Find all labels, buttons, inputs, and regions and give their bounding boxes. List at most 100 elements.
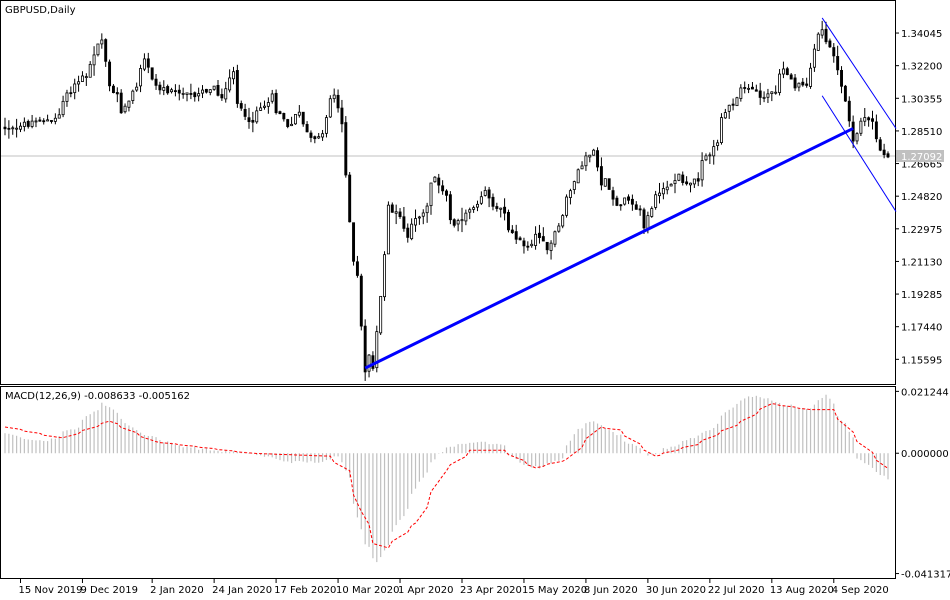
candle: [843, 84, 847, 102]
candle: [809, 62, 813, 89]
candle: [3, 117, 7, 136]
drawn-lines: [364, 17, 897, 370]
candle: [716, 139, 720, 151]
candle: [212, 85, 216, 91]
candle: [743, 81, 747, 94]
candle: [305, 121, 309, 133]
candle: [328, 95, 332, 118]
candle: [801, 78, 805, 87]
candle: [11, 125, 15, 135]
candle: [34, 117, 38, 128]
candle: [19, 122, 22, 133]
candle: [739, 84, 743, 102]
channel-upper-line[interactable]: [821, 17, 897, 129]
candle: [479, 191, 483, 205]
candle: [189, 83, 193, 100]
candle: [572, 180, 576, 195]
candle: [576, 168, 580, 184]
chart-title: GBPUSD,Daily: [5, 5, 76, 16]
candle: [220, 88, 224, 101]
candle: [812, 43, 816, 72]
candle: [727, 104, 731, 119]
candle: [464, 209, 468, 226]
candle: [375, 325, 379, 373]
candle: [259, 102, 263, 111]
price-tick-label: 1.15595: [901, 355, 942, 366]
candle: [65, 89, 69, 107]
candle: [654, 190, 658, 210]
candle: [177, 84, 181, 101]
candle: [321, 129, 325, 141]
candle: [510, 225, 514, 234]
time-tick-label: 15 Nov 2019: [18, 585, 82, 596]
candle: [61, 95, 65, 118]
candle: [526, 241, 530, 251]
candle: [778, 69, 782, 96]
candle: [816, 32, 820, 51]
candle: [522, 237, 526, 254]
candle: [878, 136, 882, 152]
candle: [352, 222, 356, 266]
macd-signal: [4, 403, 889, 549]
candle: [394, 204, 398, 225]
candle: [193, 91, 197, 102]
candle: [774, 85, 778, 95]
candle: [441, 180, 445, 195]
candle: [832, 43, 836, 63]
candle: [410, 218, 414, 241]
candle: [499, 207, 503, 218]
candle: [324, 114, 328, 138]
candle: [553, 230, 557, 248]
price-tick-label: 1.22975: [901, 225, 942, 236]
candle: [658, 182, 661, 204]
time-tick-label: 10 Mar 2020: [336, 585, 399, 596]
candle: [592, 148, 596, 156]
candle: [398, 208, 402, 219]
candle: [627, 194, 630, 205]
candle: [445, 189, 448, 202]
time-tick-label: 24 Jan 2020: [212, 585, 272, 596]
macd-tick-label: 0.021244: [901, 387, 949, 398]
uptrend-line[interactable]: [364, 127, 854, 370]
candle: [661, 182, 665, 200]
candle: [108, 59, 112, 92]
candle: [623, 197, 627, 206]
candle: [57, 108, 61, 119]
candle: [615, 195, 619, 207]
candle: [758, 82, 762, 105]
candle: [650, 206, 654, 218]
macd-histogram: [4, 394, 889, 563]
candle: [673, 173, 677, 194]
candle: [762, 91, 766, 103]
candle: [379, 295, 383, 335]
candle: [348, 172, 352, 223]
candle: [69, 86, 73, 98]
candle: [123, 103, 127, 114]
candle: [158, 81, 162, 95]
candle: [131, 89, 135, 104]
candle: [677, 173, 681, 182]
candle: [46, 114, 50, 122]
candle: [789, 72, 793, 80]
candle: [735, 96, 739, 107]
candle: [417, 215, 421, 225]
channel-lower-line[interactable]: [821, 95, 897, 212]
candle: [216, 79, 220, 97]
candle: [421, 209, 425, 225]
candle: [770, 91, 774, 102]
candle: [514, 224, 518, 244]
candle: [603, 178, 607, 187]
candle: [483, 186, 487, 197]
candle: [867, 116, 871, 127]
candle: [146, 52, 150, 74]
candle: [549, 240, 553, 260]
candle: [452, 218, 456, 228]
candle: [235, 64, 239, 108]
candle: [731, 98, 735, 111]
candle: [313, 135, 317, 144]
candle: [863, 108, 867, 127]
candle: [766, 88, 770, 104]
candle: [111, 84, 115, 94]
candle: [224, 81, 228, 103]
macd-panel[interactable]: [0, 386, 896, 579]
